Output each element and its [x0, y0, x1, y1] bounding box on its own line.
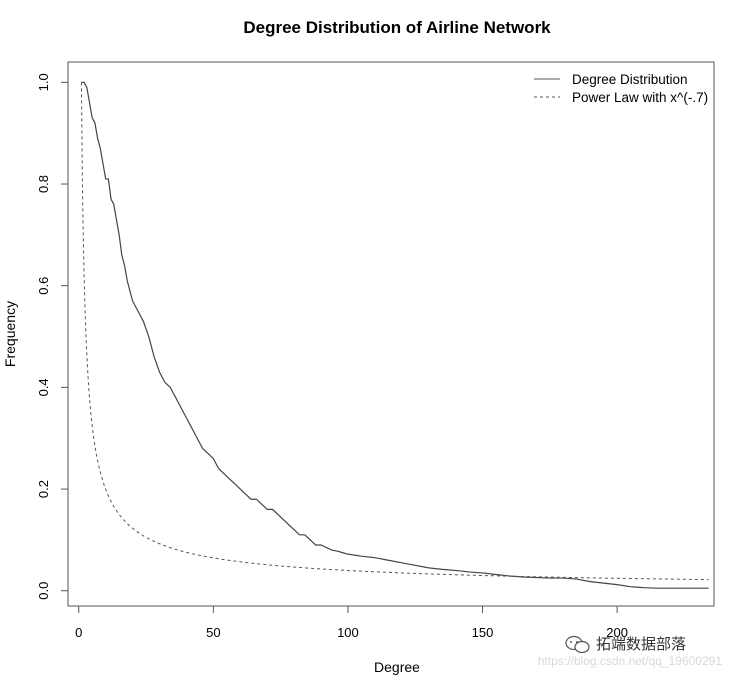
x-axis: 0 50 100 150 200 — [75, 605, 628, 640]
y-axis-label: Frequency — [2, 301, 18, 367]
x-tick-label: 200 — [606, 625, 628, 640]
watermark: https://blog.csdn.net/qq_19600291 拓端数据部落 — [538, 635, 722, 668]
x-axis-label: Degree — [374, 659, 420, 675]
y-tick-label: 1.0 — [36, 73, 51, 91]
watermark-url: https://blog.csdn.net/qq_19600291 — [538, 654, 722, 668]
watermark-brand: 拓端数据部落 — [596, 635, 686, 653]
y-tick-label: 0.6 — [36, 277, 51, 295]
x-tick-label: 0 — [75, 625, 82, 640]
legend: Degree Distribution Power Law with x^(-.… — [534, 72, 708, 105]
legend-label-power-law: Power Law with x^(-.7) — [572, 90, 708, 105]
legend-label-degree-distribution: Degree Distribution — [572, 72, 688, 87]
y-axis: 0.0 0.2 0.4 0.6 0.8 1.0 — [36, 73, 69, 600]
y-tick-label: 0.2 — [36, 480, 51, 498]
x-tick-label: 150 — [472, 625, 494, 640]
series-line-power-law — [80, 82, 709, 581]
plot-frame — [67, 61, 715, 607]
y-tick-label: 0.0 — [36, 582, 51, 600]
x-tick-label: 50 — [206, 625, 220, 640]
wechat-logo-icon — [565, 635, 590, 654]
x-tick-label: 100 — [337, 625, 359, 640]
chart-title: Degree Distribution of Airline Network — [243, 18, 551, 37]
y-tick-label: 0.4 — [36, 378, 51, 396]
y-tick-label: 0.8 — [36, 175, 51, 193]
series-line-degree-distribution — [81, 81, 709, 589]
series-group — [80, 81, 709, 589]
